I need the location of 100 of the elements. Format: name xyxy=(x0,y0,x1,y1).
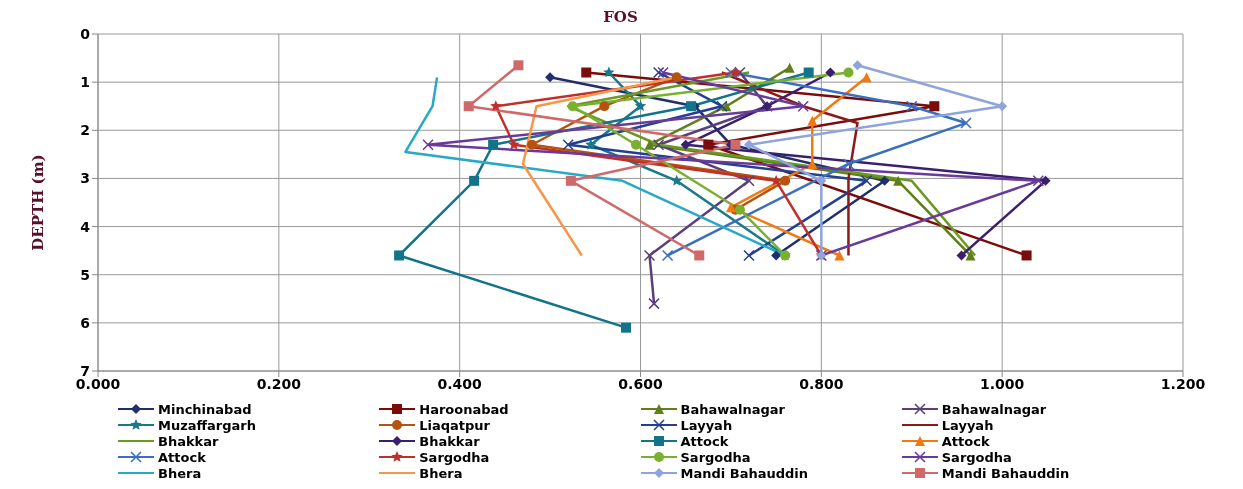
point xyxy=(743,249,755,262)
point xyxy=(1032,175,1045,187)
legend-label: Mandi Bahauddin xyxy=(941,465,1070,481)
x-tick-label: 1.000 xyxy=(980,375,1025,392)
point xyxy=(661,249,674,262)
point xyxy=(603,66,615,78)
legend-label: Haroonabad xyxy=(419,401,509,417)
point xyxy=(879,175,890,186)
point xyxy=(634,100,647,112)
point xyxy=(965,250,976,261)
point xyxy=(807,115,818,126)
y-tick-label: 3 xyxy=(80,170,90,187)
point xyxy=(960,117,972,129)
chart-title: FOS xyxy=(602,8,639,26)
legend-label: Bahawalnagar xyxy=(680,401,785,417)
point xyxy=(694,250,705,261)
point xyxy=(490,100,502,112)
point xyxy=(643,249,656,262)
point xyxy=(956,250,967,261)
point xyxy=(1021,250,1032,261)
point xyxy=(469,175,480,186)
y-tick-label: 0 xyxy=(80,25,91,42)
legend-label: Attock xyxy=(680,433,729,449)
legend-label: Bhera xyxy=(158,465,202,481)
point xyxy=(585,138,597,150)
point xyxy=(780,175,791,186)
legend-label: Attock xyxy=(158,449,206,465)
legend-label: Liaqatpur xyxy=(419,417,491,433)
y-tick-label: 1 xyxy=(80,74,90,91)
legend-label: Muzaffargarh xyxy=(158,417,256,433)
x-tick-label: 0.800 xyxy=(799,375,844,392)
point xyxy=(797,100,809,112)
x-tick-label: 0.600 xyxy=(618,375,663,392)
legend-label: Layyah xyxy=(680,417,733,433)
point xyxy=(657,66,669,79)
point xyxy=(562,138,574,151)
point xyxy=(725,202,736,213)
point xyxy=(1040,175,1051,186)
point xyxy=(729,66,742,78)
point xyxy=(860,175,873,187)
point xyxy=(744,139,754,150)
point xyxy=(652,138,665,151)
point xyxy=(513,60,524,71)
y-tick-label: 6 xyxy=(80,314,90,331)
point xyxy=(630,139,641,150)
point xyxy=(463,101,474,112)
legend-label: Bhakkar xyxy=(419,433,480,449)
point xyxy=(599,101,610,112)
point xyxy=(734,66,746,79)
point xyxy=(680,139,691,150)
y-tick-label: 2 xyxy=(80,122,90,139)
point xyxy=(803,67,814,78)
legend-label: Sargodha xyxy=(419,449,490,465)
point xyxy=(652,66,665,79)
legend-label: Bhera xyxy=(419,465,463,481)
y-axis-title: DEPTH (m) xyxy=(29,154,48,251)
point xyxy=(861,72,872,83)
point xyxy=(567,101,578,112)
legend-label: Minchinabad xyxy=(158,401,252,417)
point xyxy=(834,250,845,261)
legend-label: Layyah xyxy=(941,417,994,433)
point xyxy=(565,175,576,186)
point xyxy=(906,100,918,112)
point xyxy=(644,139,655,150)
point xyxy=(621,322,632,333)
legend-label: Bhakkar xyxy=(158,433,219,449)
point xyxy=(545,72,556,83)
point xyxy=(716,100,728,112)
point xyxy=(703,139,714,150)
legend-label: Sargodha xyxy=(680,449,751,465)
point xyxy=(816,175,827,186)
point xyxy=(671,72,682,83)
point xyxy=(488,139,499,150)
legend-label: Mandi Bahauddin xyxy=(680,465,809,481)
legend-label: Attock xyxy=(941,433,990,449)
point xyxy=(842,158,855,170)
point xyxy=(843,67,854,78)
point xyxy=(730,139,741,150)
legend-label: Bahawalnagar xyxy=(941,401,1047,417)
y-tick-label: 5 xyxy=(80,266,90,283)
point xyxy=(771,250,782,261)
point xyxy=(743,175,755,187)
x-tick-label: 1.200 xyxy=(1160,375,1206,392)
point xyxy=(394,250,405,261)
y-tick-label: 4 xyxy=(80,218,91,235)
point xyxy=(508,138,520,150)
point xyxy=(648,297,660,310)
point xyxy=(784,62,795,73)
x-tick-label: 0.200 xyxy=(256,375,302,392)
point xyxy=(852,60,863,71)
point xyxy=(581,67,592,78)
point xyxy=(422,138,434,151)
legend-label: Sargodha xyxy=(941,449,1012,465)
point xyxy=(734,204,745,215)
point xyxy=(929,101,940,112)
point xyxy=(725,66,737,79)
x-tick-label: 0.400 xyxy=(437,375,483,392)
point xyxy=(893,175,904,186)
point xyxy=(825,67,836,78)
point xyxy=(527,139,537,150)
